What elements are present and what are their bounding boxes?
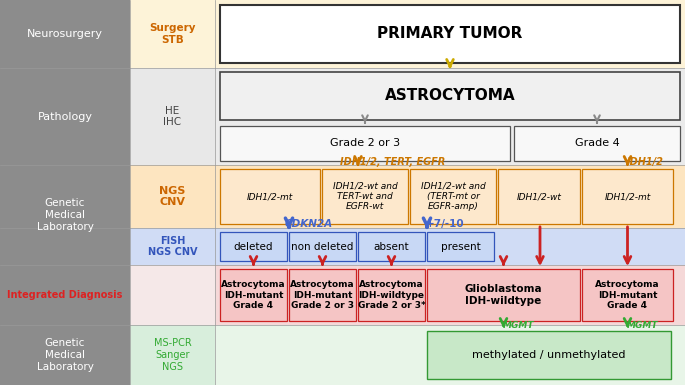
Bar <box>427 232 494 261</box>
Text: MGMT: MGMT <box>503 321 534 330</box>
Text: NGS
CNV: NGS CNV <box>160 186 186 207</box>
Text: Grade 4: Grade 4 <box>575 139 619 149</box>
Text: ASTROCYTOMA: ASTROCYTOMA <box>385 89 515 104</box>
Text: deleted: deleted <box>234 241 273 251</box>
Bar <box>514 126 680 161</box>
Bar <box>130 165 215 228</box>
Bar <box>427 269 580 321</box>
Bar <box>130 265 215 325</box>
Text: MS-PCR
Sanger
NGS: MS-PCR Sanger NGS <box>153 338 191 372</box>
Text: IDH1/2: IDH1/2 <box>627 157 664 167</box>
Text: present: present <box>440 241 480 251</box>
Text: Astrocytoma
IDH-mutant
Grade 4: Astrocytoma IDH-mutant Grade 4 <box>221 280 286 310</box>
Text: IDH1/2-wt and
TERT-wt and
EGFR-wt: IDH1/2-wt and TERT-wt and EGFR-wt <box>333 182 397 211</box>
Text: Astrocytoma
IDH-mutant
Grade 2 or 3: Astrocytoma IDH-mutant Grade 2 or 3 <box>290 280 355 310</box>
Bar <box>358 269 425 321</box>
Text: Glioblastoma
IDH-wildtype: Glioblastoma IDH-wildtype <box>464 284 543 306</box>
Bar <box>215 228 685 265</box>
Text: non deleted: non deleted <box>291 241 353 251</box>
Bar <box>215 68 685 165</box>
Text: Pathology: Pathology <box>38 112 92 122</box>
Bar <box>215 265 685 325</box>
Bar <box>220 5 680 63</box>
Text: absent: absent <box>374 241 410 251</box>
Bar <box>498 169 580 224</box>
Text: Surgery
STB: Surgery STB <box>149 23 196 45</box>
Text: Astrocytoma
IDH-mutant
Grade 4: Astrocytoma IDH-mutant Grade 4 <box>595 280 660 310</box>
Text: IDH1/2-wt and
(TERT-mt or
EGFR-amp): IDH1/2-wt and (TERT-mt or EGFR-amp) <box>421 182 486 211</box>
Bar <box>582 269 673 321</box>
Bar <box>220 72 680 120</box>
Bar <box>322 169 408 224</box>
Text: Genetic
Medical
Laboratory: Genetic Medical Laboratory <box>36 198 93 232</box>
Text: Grade 2 or 3: Grade 2 or 3 <box>330 139 400 149</box>
Bar <box>215 0 685 68</box>
Bar <box>215 165 685 228</box>
Bar <box>215 325 685 385</box>
Bar <box>582 169 673 224</box>
Bar <box>130 325 215 385</box>
Bar <box>427 331 671 379</box>
Bar <box>220 169 320 224</box>
Text: +7/-10: +7/-10 <box>425 219 464 229</box>
Bar <box>358 232 425 261</box>
Text: HE
IHC: HE IHC <box>164 106 182 127</box>
Text: CDKN2A: CDKN2A <box>285 219 333 229</box>
Bar <box>130 0 215 68</box>
Text: IDH1/2-wt: IDH1/2-wt <box>516 192 562 201</box>
Bar <box>220 126 510 161</box>
Text: IDH1/2, TERT, EGFR: IDH1/2, TERT, EGFR <box>340 157 446 167</box>
Text: Integrated Diagnosis: Integrated Diagnosis <box>8 290 123 300</box>
Bar <box>410 169 496 224</box>
Text: FISH
NGS CNV: FISH NGS CNV <box>148 236 197 257</box>
Bar <box>0 0 130 385</box>
Bar <box>289 269 356 321</box>
Bar <box>220 269 287 321</box>
Bar <box>289 232 356 261</box>
Bar <box>130 228 215 265</box>
Text: MGMT: MGMT <box>627 321 658 330</box>
Text: PRIMARY TUMOR: PRIMARY TUMOR <box>377 27 523 42</box>
Text: Astrocytoma
IDH-wildtype
Grade 2 or 3*: Astrocytoma IDH-wildtype Grade 2 or 3* <box>358 280 425 310</box>
Text: IDH1/2-mt: IDH1/2-mt <box>604 192 651 201</box>
Text: Genetic
Medical
Laboratory: Genetic Medical Laboratory <box>36 338 93 372</box>
Bar <box>220 232 287 261</box>
Text: methylated / unmethylated: methylated / unmethylated <box>472 350 626 360</box>
Text: IDH1/2-mt: IDH1/2-mt <box>247 192 293 201</box>
Bar <box>130 68 215 165</box>
Text: Neurosurgery: Neurosurgery <box>27 29 103 39</box>
